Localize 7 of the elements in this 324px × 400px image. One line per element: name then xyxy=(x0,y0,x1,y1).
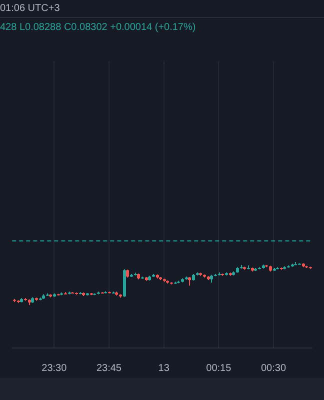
x-tick-label: 23:30 xyxy=(42,362,68,374)
x-tick-label: 00:30 xyxy=(260,362,286,374)
x-tick-label: 13 xyxy=(158,362,170,374)
text: 428 L0.08288 C0.08302 +0.00014 (+0.17%) xyxy=(0,22,196,33)
text: 01:06 UTC+3 xyxy=(0,3,60,14)
x-tick-label: 23:45 xyxy=(96,362,122,374)
x-tick-label: 00:15 xyxy=(206,362,232,374)
